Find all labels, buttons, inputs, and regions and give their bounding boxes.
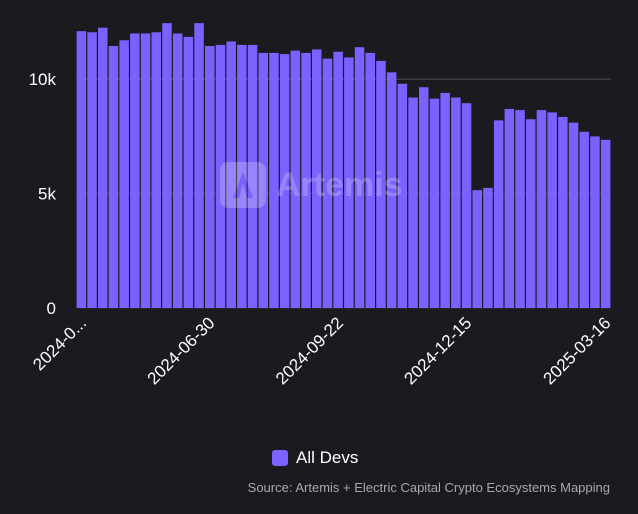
y-tick-label: 5k (38, 185, 56, 204)
bar[interactable] (237, 44, 247, 308)
bar[interactable] (215, 44, 226, 308)
bar[interactable] (76, 31, 87, 309)
x-axis-ticks: 2024-0... 2024-06-30 2024-09-22 2024-12-15 2… (29, 313, 614, 388)
x-tick-label: 2024-09-22 (272, 313, 347, 388)
legend[interactable]: All Devs (272, 448, 358, 468)
bar[interactable] (151, 32, 162, 309)
bar[interactable] (440, 92, 450, 309)
x-tick-label: 2024-06-30 (144, 313, 219, 388)
bar[interactable] (183, 36, 194, 309)
bar[interactable] (600, 139, 611, 308)
bar[interactable] (558, 116, 568, 308)
bar[interactable] (140, 33, 151, 308)
bar[interactable] (376, 60, 386, 309)
source-note: Source: Artemis + Electric Capital Crypt… (247, 480, 610, 495)
bar[interactable] (333, 51, 343, 309)
bar[interactable] (344, 57, 354, 309)
x-tick-label: 2025-03-16 (540, 313, 615, 388)
bar[interactable] (429, 98, 440, 309)
bar[interactable] (108, 46, 119, 309)
bar[interactable] (205, 46, 215, 309)
bar[interactable] (290, 50, 301, 308)
bar[interactable] (451, 97, 461, 309)
bar[interactable] (130, 33, 140, 308)
bars (76, 23, 611, 309)
bar[interactable] (279, 54, 290, 308)
bar[interactable] (194, 23, 204, 308)
bar[interactable] (568, 122, 579, 308)
bar[interactable] (172, 33, 183, 308)
bar[interactable] (493, 120, 504, 308)
bar[interactable] (408, 97, 418, 309)
bar[interactable] (547, 112, 557, 308)
bar[interactable] (419, 87, 429, 309)
bar[interactable] (515, 110, 525, 308)
bar[interactable] (483, 187, 493, 308)
bar[interactable] (461, 103, 472, 308)
bar[interactable] (162, 23, 172, 308)
y-tick-label: 10k (29, 70, 57, 89)
bar[interactable] (536, 110, 547, 308)
bar[interactable] (504, 108, 515, 308)
legend-swatch (272, 450, 288, 466)
bar[interactable] (226, 41, 236, 308)
bar[interactable] (386, 72, 397, 308)
y-tick-label: 0 (47, 299, 56, 318)
bar[interactable] (312, 49, 322, 309)
bar[interactable] (397, 83, 408, 308)
bar[interactable] (247, 44, 258, 308)
bar[interactable] (301, 52, 311, 308)
bar[interactable] (119, 40, 129, 309)
legend-label: All Devs (296, 448, 359, 467)
bar[interactable] (87, 32, 97, 309)
x-tick-label: 2024-12-15 (400, 313, 475, 388)
bar[interactable] (472, 190, 483, 308)
bar[interactable] (258, 52, 269, 308)
y-axis-ticks: 0 5k 10k (29, 70, 57, 318)
x-tick-label: 2024-0... (29, 313, 90, 374)
bar[interactable] (354, 47, 365, 309)
bar[interactable] (269, 52, 279, 308)
bar[interactable] (365, 52, 376, 308)
bar[interactable] (590, 136, 600, 308)
bar[interactable] (322, 58, 333, 308)
bar[interactable] (98, 27, 108, 308)
bar[interactable] (526, 119, 536, 309)
bar[interactable] (579, 131, 590, 308)
